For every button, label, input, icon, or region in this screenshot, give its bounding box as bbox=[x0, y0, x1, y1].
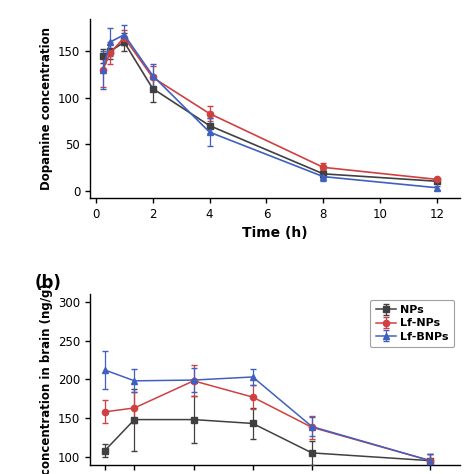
Y-axis label: concentration in brain (ng/g): concentration in brain (ng/g) bbox=[39, 283, 53, 474]
Y-axis label: Dopamine concentration: Dopamine concentration bbox=[39, 27, 53, 190]
X-axis label: Time (h): Time (h) bbox=[242, 226, 308, 240]
Text: (b): (b) bbox=[35, 273, 62, 292]
Legend: NPs, Lf-NPs, Lf-BNPs: NPs, Lf-NPs, Lf-BNPs bbox=[370, 300, 454, 347]
